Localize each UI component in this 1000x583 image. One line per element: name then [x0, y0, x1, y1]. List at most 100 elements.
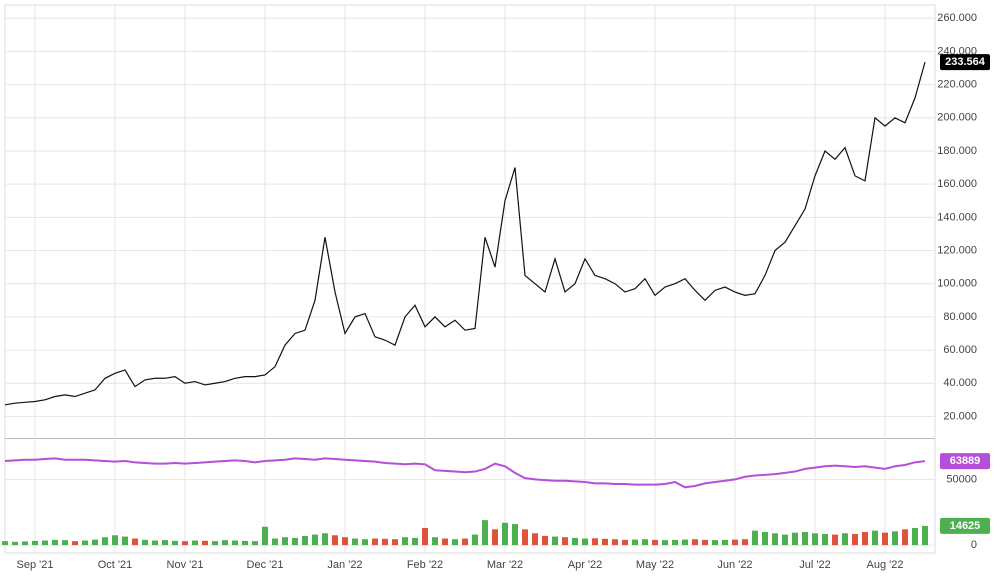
y-tick-label: 60.000	[943, 344, 977, 356]
volume-bar	[182, 541, 188, 546]
volume-bar	[752, 530, 758, 546]
volume-bar	[482, 520, 488, 546]
x-tick-label: Mar '22	[487, 559, 523, 571]
volume-bar	[432, 537, 438, 546]
volume-bar	[152, 540, 158, 546]
volume-bar	[22, 541, 28, 546]
y-tick-label: 120.000	[937, 244, 977, 256]
x-tick-label: Sep '21	[17, 559, 54, 571]
volume-bar	[192, 540, 198, 546]
volume-bar	[142, 539, 148, 546]
volume-bar	[422, 528, 428, 546]
x-tick-label: Dec '21	[247, 559, 284, 571]
volume-bar	[202, 540, 208, 546]
volume-bar	[652, 539, 658, 546]
y-tick-label: 80.000	[943, 311, 977, 323]
line-series	[4, 457, 926, 489]
volume-bar	[632, 539, 638, 546]
plot-frame	[4, 4, 936, 554]
volume-bar	[872, 530, 878, 546]
volume-bar	[542, 535, 548, 546]
volume-bar	[122, 536, 128, 546]
volume-bar	[622, 539, 628, 546]
volume-bar	[462, 538, 468, 546]
volume-bar	[282, 537, 288, 546]
value-badge	[940, 517, 990, 534]
volume-bar	[722, 539, 728, 546]
volume-bar	[132, 538, 138, 546]
y-tick-label: 180.000	[937, 145, 977, 157]
volume-bar	[272, 538, 278, 546]
y-tick-label: 40.000	[943, 377, 977, 389]
volume-bar	[922, 525, 928, 546]
volume-bar	[612, 539, 618, 546]
volume-bar	[352, 538, 358, 546]
volume-bar	[452, 539, 458, 546]
volume-bar	[822, 533, 828, 546]
volume-bar	[312, 534, 318, 546]
volume-bar	[332, 535, 338, 546]
value-badge	[940, 453, 990, 470]
y-tick-label: 260.000	[937, 12, 977, 24]
volume-bar	[322, 533, 328, 546]
volume-bar	[342, 537, 348, 546]
volume-bar	[82, 540, 88, 546]
volume-bar	[412, 537, 418, 546]
volume-bar	[242, 540, 248, 546]
volume-bar	[602, 538, 608, 546]
volume-bar	[782, 534, 788, 546]
x-tick-label: Feb '22	[407, 559, 443, 571]
volume-bar	[162, 540, 168, 546]
volume-bar	[522, 529, 528, 546]
value-badge-label: 63889	[950, 455, 981, 467]
volume-bar	[402, 537, 408, 546]
volume-bar	[52, 539, 58, 546]
volume-bar	[552, 536, 558, 546]
volume-bar	[902, 529, 908, 546]
y-tick-label: 160.000	[937, 178, 977, 190]
volume-bar	[362, 539, 368, 546]
volume-bar	[172, 540, 178, 546]
volume-bar	[112, 535, 118, 546]
x-tick-label: Oct '21	[98, 559, 133, 571]
volume-bar	[472, 534, 478, 546]
volume-bar	[912, 528, 918, 546]
volume-bar	[2, 541, 8, 546]
volume-bar	[222, 540, 228, 546]
volume-bar	[582, 538, 588, 546]
volume-bar	[762, 531, 768, 546]
volume-bar	[492, 529, 498, 546]
volume-bar	[62, 540, 68, 546]
volume-bar	[292, 537, 298, 546]
y-tick-label: 0	[971, 539, 977, 551]
volume-bar	[572, 537, 578, 546]
x-tick-label: Jan '22	[327, 559, 362, 571]
volume-bar	[662, 540, 668, 546]
volume-bar	[852, 533, 858, 546]
y-tick-label: 100.000	[937, 278, 977, 290]
x-tick-label: May '22	[636, 559, 674, 571]
volume-bar	[72, 541, 78, 546]
volume-bar	[92, 539, 98, 546]
volume-bar	[892, 531, 898, 546]
volume-bar	[302, 535, 308, 546]
x-tick-label: Jul '22	[799, 559, 830, 571]
volume-bar	[562, 537, 568, 546]
volume-bar	[642, 539, 648, 546]
volume-bar	[32, 540, 38, 546]
volume-bar	[702, 539, 708, 546]
x-tick-label: Jun '22	[717, 559, 752, 571]
volume-bar	[842, 533, 848, 546]
volume-bar	[382, 538, 388, 546]
volume-bar	[862, 531, 868, 546]
volume-bar	[262, 526, 268, 546]
volume-bar	[232, 540, 238, 546]
x-tick-label: Aug '22	[867, 559, 904, 571]
volume-bar	[792, 532, 798, 546]
volume-bar	[12, 541, 18, 546]
x-tick-label: Apr '22	[568, 559, 603, 571]
volume-bar	[212, 541, 218, 546]
volume-bar	[502, 522, 508, 546]
volume-bar	[532, 533, 538, 546]
